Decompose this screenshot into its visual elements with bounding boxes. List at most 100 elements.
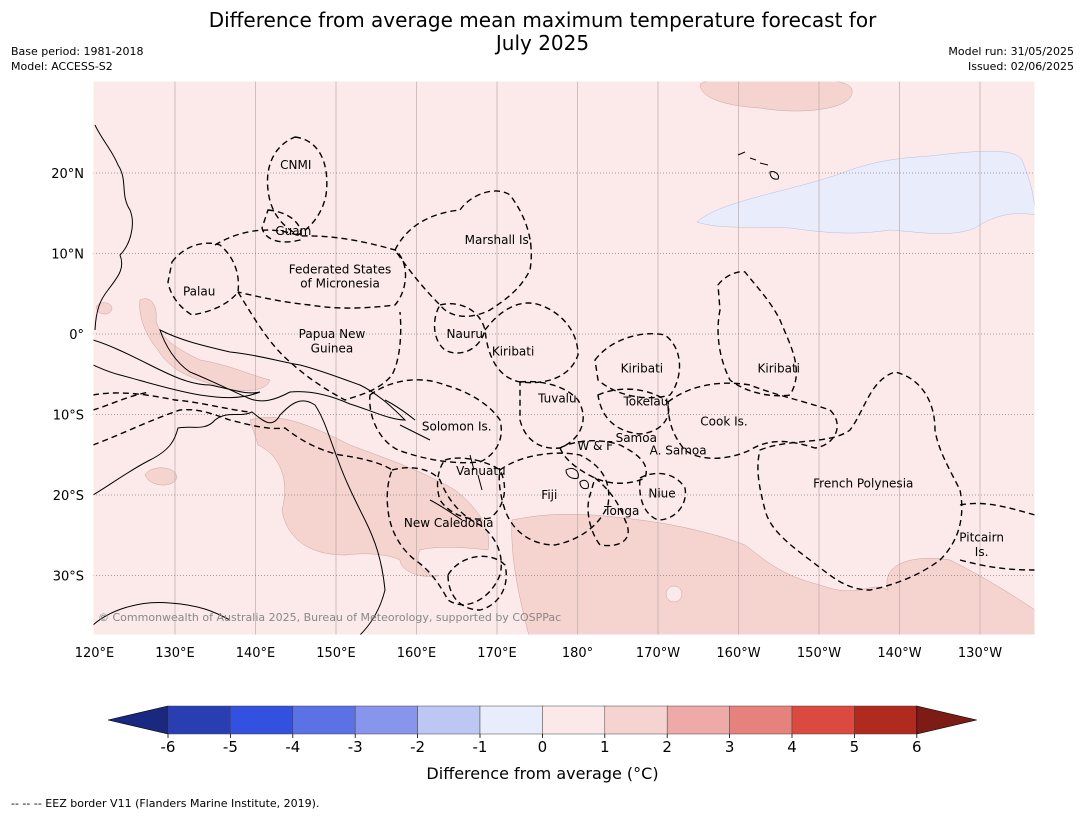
eez-nauru: [433, 303, 486, 354]
eez-fsm: [214, 229, 407, 309]
latitude-label: 10°S: [53, 409, 84, 424]
map-title-line2: July 2025: [495, 31, 590, 55]
eez-borders: [93, 136, 1035, 611]
region-label: Kiribati: [758, 362, 800, 376]
base-period: Base period: 1981-2018: [11, 45, 144, 58]
region-label: Samoa: [616, 431, 657, 445]
map-title-line1: Difference from average mean maximum tem…: [208, 8, 877, 32]
latitude-label: 0°: [69, 328, 84, 343]
colorbar-segment: [542, 705, 606, 735]
colorbar-tick-label: 3: [725, 738, 735, 756]
eez-wallis-samoa: [559, 440, 647, 484]
eez-new-caledonia: [386, 467, 502, 606]
eez-kiribati-phoenix: [594, 333, 681, 399]
colorbar-tick-label: 6: [912, 738, 922, 756]
latitude-labels: 20°N 10°N 0° 10°S 20°S 30°S: [51, 167, 84, 585]
longitude-label: 140°W: [877, 646, 921, 661]
region-label: Pitcairn: [959, 531, 1004, 545]
colorbar-tick-label: -2: [410, 738, 425, 756]
colorbar: -6 -5 -4 -3 -2 -1 0 1 2 3 4 5 6: [107, 705, 977, 756]
colorbar-extend-high: [916, 705, 977, 735]
colorbar-tick-label: -1: [473, 738, 488, 756]
eez-marshall: [394, 190, 532, 317]
colorbar-segment: [354, 705, 418, 735]
meta-left: Base period: 1981-2018 Model: ACCESS-S2: [11, 44, 143, 74]
eez-solomon: [369, 379, 502, 464]
region-label: Nauru: [447, 327, 483, 341]
anomaly-spot: [665, 585, 683, 603]
colorbar-segment: [729, 705, 793, 735]
region-label: Tuvalu: [537, 391, 577, 405]
longitude-label: 160°W: [716, 646, 760, 661]
eez-niue: [638, 472, 687, 521]
model-run: Model run: 31/05/2025: [948, 45, 1074, 58]
indonesia-coast: [93, 339, 261, 399]
longitude-label: 180°: [562, 646, 593, 661]
region-label: Tokelau: [623, 395, 669, 409]
eez-tokelau: [597, 388, 670, 435]
colorbar-title: Difference from average (°C): [426, 764, 659, 783]
colorbar-segment: [167, 705, 231, 735]
eez-vanuatu: [436, 457, 506, 520]
longitude-label: 170°E: [477, 646, 517, 661]
longitude-label: 150°E: [316, 646, 356, 661]
eez-kiribati-west: [484, 302, 579, 384]
eez-guam: [261, 209, 302, 243]
new-guinea-coast: [159, 329, 407, 421]
longitude-label: 130°E: [155, 646, 195, 661]
longitude-label: 150°W: [797, 646, 841, 661]
region-label: Fiji: [541, 488, 557, 502]
region-label: Kiribati: [621, 362, 663, 376]
solomon-coast: [384, 399, 431, 441]
longitude-label: 130°W: [958, 646, 1002, 661]
eez-fiji: [498, 452, 610, 546]
eez-cook: [667, 382, 838, 459]
region-label: Kiribati: [492, 345, 534, 359]
region-label: Marshall Is.: [465, 233, 533, 247]
colorbar-tick-label: 4: [787, 738, 797, 756]
longitude-labels: 120°E 130°E 140°E 150°E 160°E 170°E 180° 170°W 1…: [75, 646, 1002, 661]
copyright-text: © Commonwealth of Australia 2025, Bureau…: [98, 611, 561, 624]
latitude-label: 20°N: [51, 167, 84, 182]
region-label: Tonga: [603, 504, 639, 518]
region-label: Niue: [648, 486, 675, 500]
region-label: of Micronesia: [300, 276, 380, 290]
eez-indonesia: [93, 392, 251, 413]
model-name: Model: ACCESS-S2: [11, 60, 113, 73]
region-label: Vanuatu: [456, 464, 506, 478]
region-label: French Polynesia: [813, 477, 913, 491]
meta-right: Model run: 31/05/2025 Issued: 02/06/2025: [948, 44, 1074, 74]
region-label: Guam: [275, 224, 311, 238]
hawaii-coast: [737, 151, 779, 180]
region-label: Is.: [975, 545, 989, 559]
colorbar-segment: [292, 705, 356, 735]
eez-footnote: -- -- -- EEZ border V11 (Flanders Marine…: [11, 797, 320, 810]
longitude-label: 140°E: [236, 646, 276, 661]
region-label: Federated States: [289, 263, 391, 277]
fiji-coast: [565, 467, 589, 490]
longitude-label: 120°E: [75, 646, 115, 661]
new-caledonia-coast: [429, 499, 463, 521]
colorbar-tick-label: -6: [161, 738, 176, 756]
longitude-label: 170°W: [636, 646, 680, 661]
eez-cnmi: [266, 136, 328, 236]
tasmania-coast: [93, 601, 231, 626]
eez-tonga: [587, 476, 629, 547]
latitude-label: 30°S: [53, 570, 84, 585]
longitude-label: 160°E: [397, 646, 437, 661]
map-frame: [92, 80, 1036, 636]
region-label: Solomon Is.: [422, 420, 492, 434]
colorbar-segment: [417, 705, 481, 735]
colorbar-segment: [604, 705, 668, 735]
eez-french-polynesia: [757, 371, 963, 591]
latitude-label: 20°S: [53, 489, 84, 504]
colorbar-tick-label: -3: [348, 738, 363, 756]
issued-date: Issued: 02/06/2025: [967, 60, 1074, 73]
eez-png: [237, 291, 402, 401]
australia-coast: [93, 400, 386, 635]
region-label: Cook Is.: [700, 415, 747, 429]
region-label: W & F: [577, 439, 613, 453]
colorbar-extend-low: [107, 705, 169, 735]
eez-australia: [93, 391, 393, 471]
